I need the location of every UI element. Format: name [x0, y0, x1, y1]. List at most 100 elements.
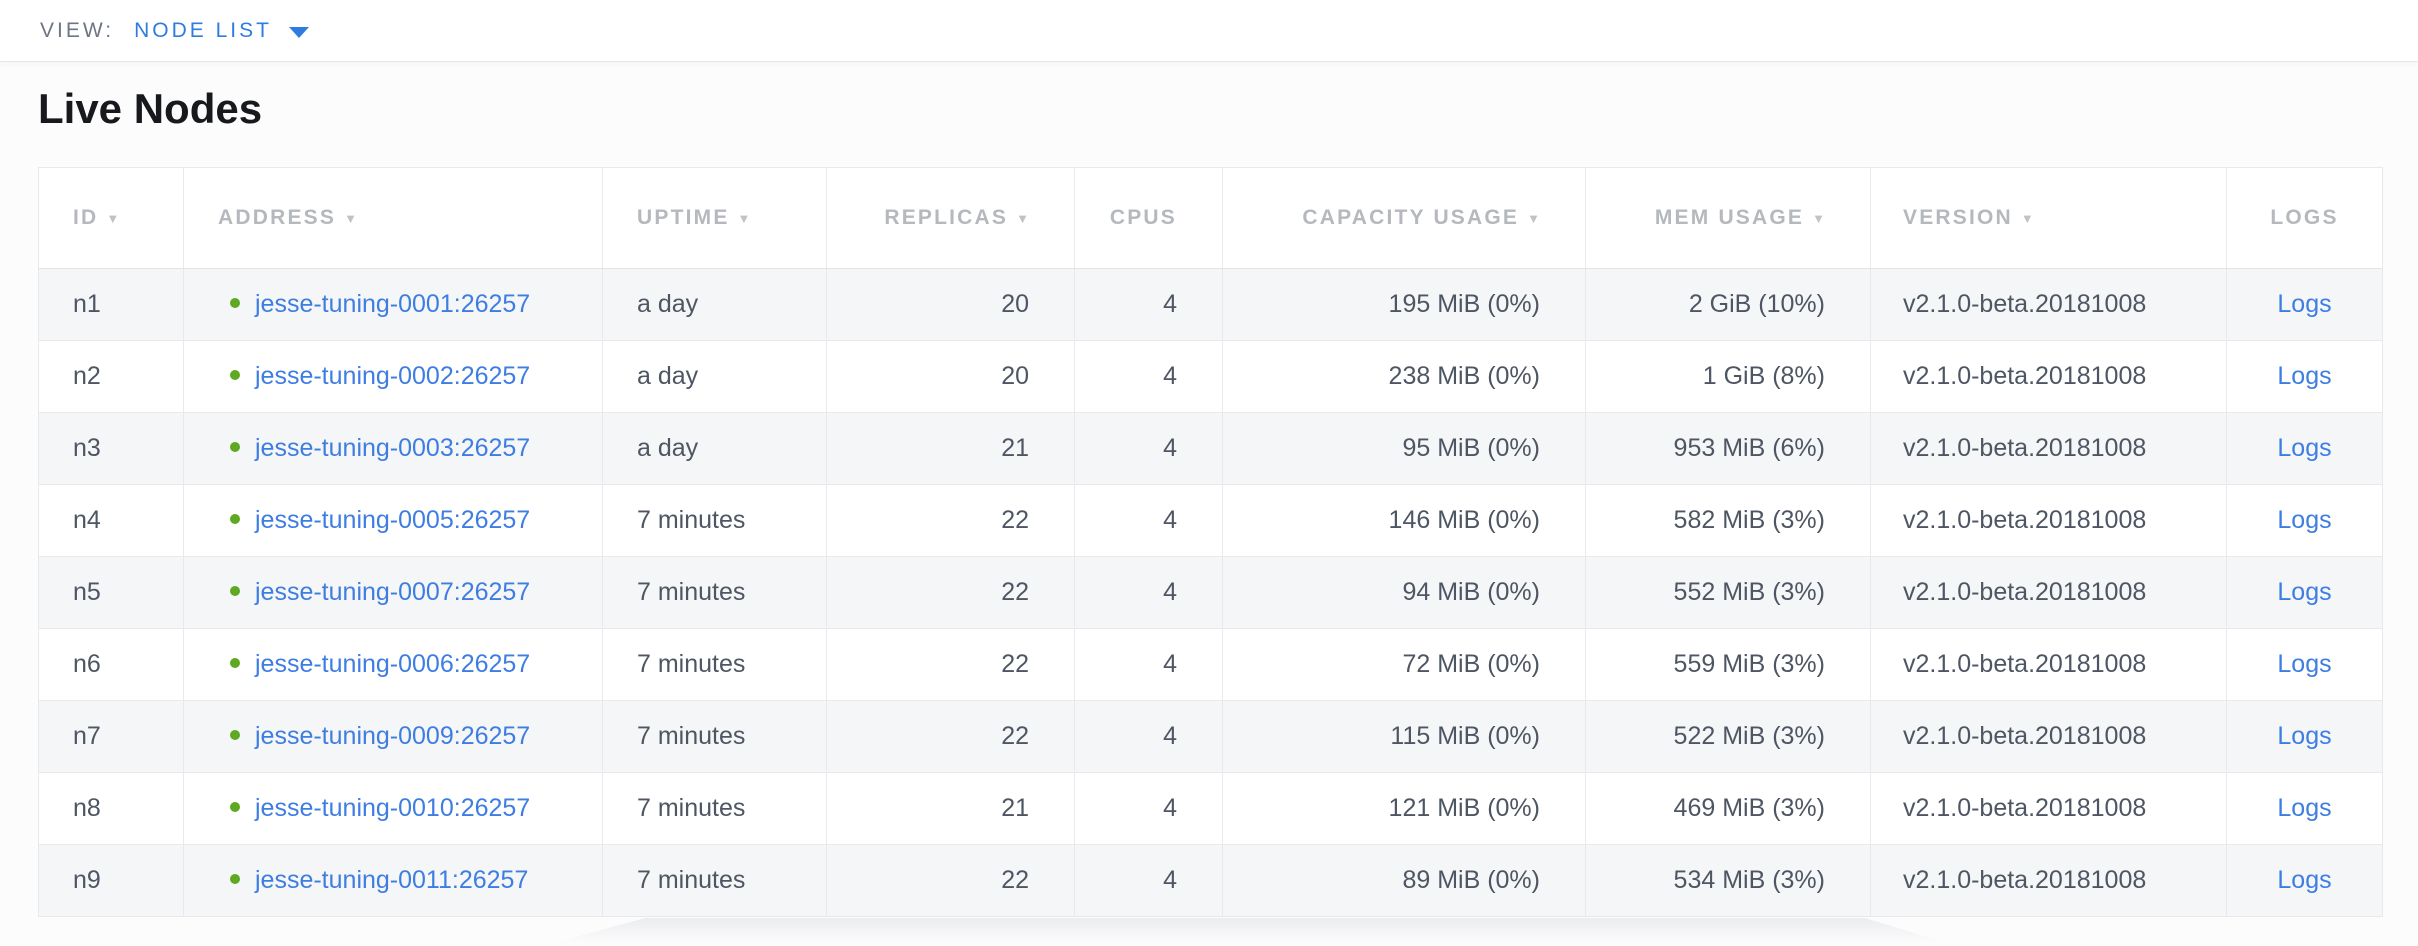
- column-label: CPUS: [1109, 206, 1177, 229]
- chevron-down-icon: [288, 26, 309, 38]
- uptime-cell: 7 minutes: [602, 556, 827, 629]
- capacity-usage-cell: 94 MiB (0%): [1222, 556, 1586, 629]
- logs-cell: Logs: [2226, 268, 2383, 341]
- replicas-cell: 22: [826, 628, 1075, 701]
- capacity-usage-cell: 146 MiB (0%): [1222, 484, 1586, 557]
- logs-cell: Logs: [2226, 412, 2383, 485]
- view-label: VIEW:: [40, 18, 115, 42]
- node-address-cell: jesse-tuning-0002:26257: [183, 340, 603, 413]
- column-label: ADDRESS: [218, 206, 337, 229]
- node-live-status-icon: [230, 586, 240, 597]
- logs-link[interactable]: Logs: [2277, 794, 2332, 822]
- column-header-address[interactable]: ADDRESS ▼: [183, 167, 603, 269]
- node-address-link[interactable]: jesse-tuning-0009:26257: [255, 722, 531, 750]
- column-header-logs: LOGS: [2226, 167, 2383, 269]
- page-content: Live Nodes ID ▼ ADDRESS ▼ UPTIME ▼ REPLICAS…: [0, 62, 2418, 946]
- logs-link[interactable]: Logs: [2277, 866, 2332, 894]
- column-header-version[interactable]: VERSION ▼: [1870, 167, 2227, 269]
- node-address-link[interactable]: jesse-tuning-0006:26257: [255, 650, 531, 678]
- table-row: n1 jesse-tuning-0001:26257 a day 20 4 19…: [38, 268, 2383, 341]
- cpus-cell: 4: [1074, 844, 1223, 917]
- column-label: CAPACITY USAGE: [1302, 206, 1520, 229]
- table-header-row: ID ▼ ADDRESS ▼ UPTIME ▼ REPLICAS ▼ CPUS CAPA…: [38, 167, 2383, 269]
- logs-cell: Logs: [2226, 340, 2383, 413]
- replicas-cell: 22: [826, 844, 1075, 917]
- table-drop-shadow: [550, 918, 1950, 944]
- node-address-cell: jesse-tuning-0011:26257: [183, 844, 603, 917]
- node-live-status-icon: [230, 442, 240, 453]
- uptime-cell: a day: [602, 412, 827, 485]
- logs-link[interactable]: Logs: [2277, 578, 2332, 606]
- capacity-usage-cell: 89 MiB (0%): [1222, 844, 1586, 917]
- node-address-link[interactable]: jesse-tuning-0001:26257: [255, 290, 531, 318]
- node-address-link[interactable]: jesse-tuning-0003:26257: [255, 434, 531, 462]
- sort-caret-icon: ▼: [2020, 211, 2034, 226]
- mem-usage-cell: 469 MiB (3%): [1585, 772, 1871, 845]
- logs-link[interactable]: Logs: [2277, 362, 2332, 390]
- live-nodes-table: ID ▼ ADDRESS ▼ UPTIME ▼ REPLICAS ▼ CPUS CAPA…: [38, 167, 2383, 917]
- version-cell: v2.1.0-beta.20181008: [1870, 772, 2227, 845]
- node-id-cell: n8: [38, 772, 184, 845]
- node-live-status-icon: [230, 298, 240, 309]
- column-header-replicas[interactable]: REPLICAS ▼: [826, 167, 1075, 269]
- cpus-cell: 4: [1074, 484, 1223, 557]
- sort-caret-icon: ▼: [1812, 211, 1825, 226]
- logs-cell: Logs: [2226, 844, 2383, 917]
- column-header-mem-usage[interactable]: MEM USAGE ▼: [1585, 167, 1871, 269]
- version-cell: v2.1.0-beta.20181008: [1870, 412, 2227, 485]
- logs-link[interactable]: Logs: [2277, 722, 2332, 750]
- logs-link[interactable]: Logs: [2277, 290, 2332, 318]
- node-id-cell: n9: [38, 844, 184, 917]
- node-address-link[interactable]: jesse-tuning-0010:26257: [255, 794, 531, 822]
- mem-usage-cell: 534 MiB (3%): [1585, 844, 1871, 917]
- version-cell: v2.1.0-beta.20181008: [1870, 268, 2227, 341]
- replicas-cell: 20: [826, 340, 1075, 413]
- node-address-link[interactable]: jesse-tuning-0002:26257: [255, 362, 531, 390]
- node-id-cell: n1: [38, 268, 184, 341]
- node-address-link[interactable]: jesse-tuning-0005:26257: [255, 506, 531, 534]
- column-label: ID: [73, 206, 99, 229]
- uptime-cell: 7 minutes: [602, 844, 827, 917]
- node-id: n1: [73, 290, 101, 318]
- node-address-link[interactable]: jesse-tuning-0011:26257: [255, 866, 529, 894]
- uptime-cell: 7 minutes: [602, 700, 827, 773]
- logs-link[interactable]: Logs: [2277, 434, 2332, 462]
- mem-usage-cell: 552 MiB (3%): [1585, 556, 1871, 629]
- cpus-cell: 4: [1074, 268, 1223, 341]
- replicas-cell: 21: [826, 412, 1075, 485]
- logs-cell: Logs: [2226, 772, 2383, 845]
- view-mode-selector[interactable]: NODE LIST: [134, 19, 309, 43]
- node-id-cell: n3: [38, 412, 184, 485]
- node-address-link[interactable]: jesse-tuning-0007:26257: [255, 578, 531, 606]
- column-header-capacity-usage[interactable]: CAPACITY USAGE ▼: [1222, 167, 1586, 269]
- column-header-uptime[interactable]: UPTIME ▼: [602, 167, 827, 269]
- capacity-usage-cell: 121 MiB (0%): [1222, 772, 1586, 845]
- node-id: n9: [73, 866, 101, 894]
- uptime-cell: 7 minutes: [602, 772, 827, 845]
- table-row: n8 jesse-tuning-0010:26257 7 minutes 21 …: [38, 772, 2383, 845]
- logs-link[interactable]: Logs: [2277, 650, 2332, 678]
- node-id: n6: [73, 650, 101, 678]
- node-live-status-icon: [230, 514, 240, 525]
- sort-caret-icon: ▼: [106, 211, 120, 226]
- node-address-cell: jesse-tuning-0010:26257: [183, 772, 603, 845]
- mem-usage-cell: 522 MiB (3%): [1585, 700, 1871, 773]
- column-label: MEM USAGE: [1654, 206, 1805, 229]
- mem-usage-cell: 2 GiB (10%): [1585, 268, 1871, 341]
- column-header-id[interactable]: ID ▼: [38, 167, 184, 269]
- version-cell: v2.1.0-beta.20181008: [1870, 340, 2227, 413]
- node-live-status-icon: [230, 802, 240, 813]
- column-label: VERSION: [1903, 206, 2013, 229]
- logs-link[interactable]: Logs: [2277, 506, 2332, 534]
- cpus-cell: 4: [1074, 412, 1223, 485]
- mem-usage-cell: 582 MiB (3%): [1585, 484, 1871, 557]
- uptime-cell: 7 minutes: [602, 484, 827, 557]
- mem-usage-cell: 953 MiB (6%): [1585, 412, 1871, 485]
- node-live-status-icon: [230, 658, 240, 669]
- column-header-cpus: CPUS: [1074, 167, 1223, 269]
- node-id: n7: [73, 722, 101, 750]
- table-row: n7 jesse-tuning-0009:26257 7 minutes 22 …: [38, 700, 2383, 773]
- table-row: n6 jesse-tuning-0006:26257 7 minutes 22 …: [38, 628, 2383, 701]
- column-label: LOGS: [2270, 206, 2339, 229]
- node-address-cell: jesse-tuning-0003:26257: [183, 412, 603, 485]
